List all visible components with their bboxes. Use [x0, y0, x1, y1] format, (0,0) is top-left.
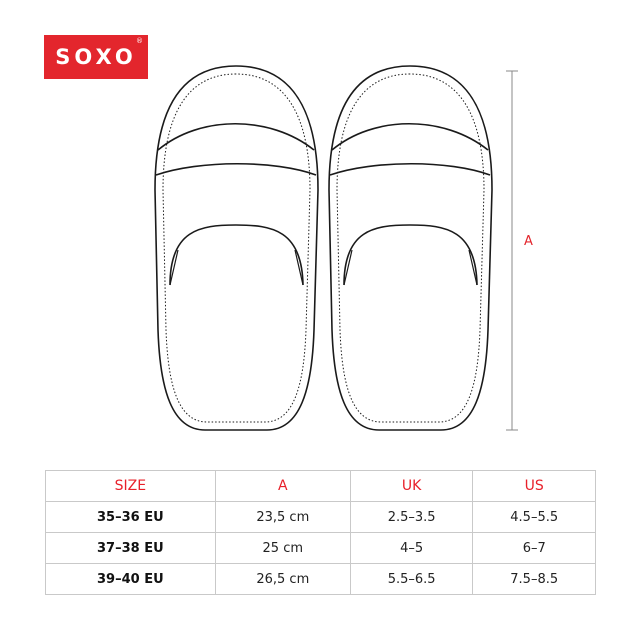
table-row: 35–36 EU 23,5 cm 2.5–3.5 4.5–5.5	[45, 501, 596, 533]
size-table: SIZE A UK US 35–36 EU 23,5 cm 2.5–3.5 4.…	[45, 470, 596, 595]
slipper-left	[154, 65, 319, 431]
cell-a: 26,5 cm	[214, 563, 351, 595]
registered-mark: ®	[136, 37, 143, 45]
dimension-line	[506, 70, 518, 431]
table-row: 39–40 EU 26,5 cm 5.5–6.5 7.5–8.5	[45, 563, 596, 595]
table-row: 37–38 EU 25 cm 4–5 6–7	[45, 532, 596, 564]
cell-uk: 5.5–6.5	[349, 563, 474, 595]
cell-a: 25 cm	[214, 532, 351, 564]
cell-us: 6–7	[472, 532, 596, 564]
slipper-right	[328, 65, 493, 431]
header-size: SIZE	[45, 470, 216, 502]
cell-us: 7.5–8.5	[472, 563, 596, 595]
cell-uk: 4–5	[349, 532, 474, 564]
cell-a: 23,5 cm	[214, 501, 351, 533]
cell-size: 35–36 EU	[45, 501, 216, 533]
brand-logo: SOXO ®	[44, 35, 148, 79]
cell-uk: 2.5–3.5	[349, 501, 474, 533]
brand-name: SOXO	[55, 45, 137, 69]
cell-us: 4.5–5.5	[472, 501, 596, 533]
dimension-label: A	[524, 234, 533, 249]
header-a: A	[214, 470, 351, 502]
header-us: US	[472, 470, 596, 502]
cell-size: 39–40 EU	[45, 563, 216, 595]
table-header-row: SIZE A UK US	[45, 470, 596, 502]
header-uk: UK	[349, 470, 474, 502]
cell-size: 37–38 EU	[45, 532, 216, 564]
